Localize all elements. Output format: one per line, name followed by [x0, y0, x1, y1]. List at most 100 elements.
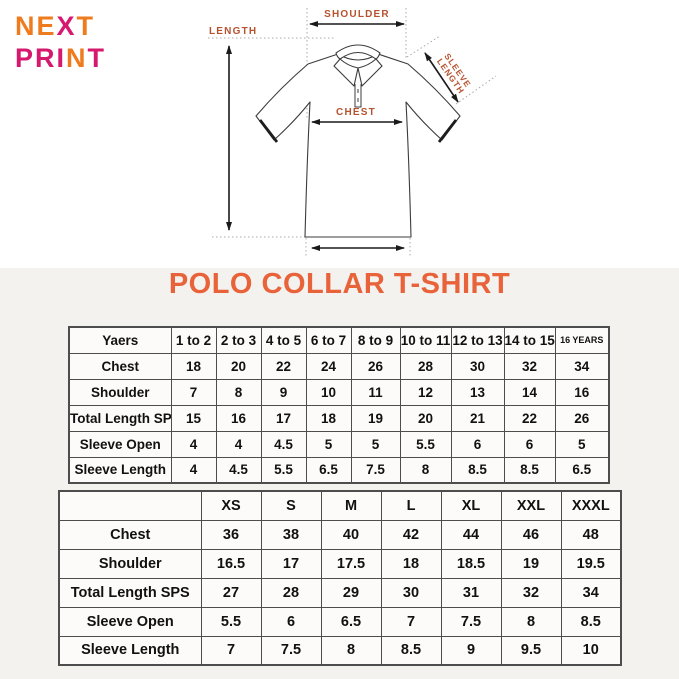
size-value: 8 — [399, 456, 452, 484]
polo-shirt-diagram: SHOULDER LENGTH CHEST SLEEVELENGTH — [208, 8, 497, 257]
logo-letter: E — [36, 11, 57, 41]
size-value: 4.5 — [260, 430, 307, 458]
column-header: XS — [200, 490, 262, 521]
size-value: 7.5 — [440, 606, 502, 637]
size-value: 6.5 — [305, 456, 352, 484]
right-cuff-stripe — [437, 119, 458, 143]
size-value: 6 — [450, 430, 505, 458]
row-label: Sleeve Open — [58, 606, 202, 637]
column-header: S — [260, 490, 322, 521]
size-value: 8 — [215, 378, 262, 406]
size-value: 28 — [399, 352, 452, 380]
left-cuff-stripe — [258, 119, 279, 143]
size-value: 19 — [500, 548, 562, 579]
size-value: 7 — [380, 606, 442, 637]
size-value: 8.5 — [380, 635, 442, 666]
logo-line-next: NEXT — [15, 10, 106, 42]
column-header: XXXL — [560, 490, 622, 521]
size-value: 4 — [170, 430, 217, 458]
collar-left-flap — [333, 58, 359, 87]
size-value: 36 — [200, 519, 262, 550]
size-value: 42 — [380, 519, 442, 550]
row-label: Shoulder — [58, 548, 202, 579]
row-label: Chest — [58, 519, 202, 550]
column-header: 8 to 9 — [350, 326, 401, 354]
size-value: 18 — [380, 548, 442, 579]
size-value: 20 — [215, 352, 262, 380]
table-row: Sleeve Length 7 7.5 8 8.5 9 9.5 10 — [58, 635, 622, 666]
column-header: 4 to 5 — [260, 326, 307, 354]
size-value: 5.5 — [399, 430, 452, 458]
size-value: 15 — [170, 404, 217, 432]
size-value: 5 — [554, 430, 610, 458]
placket — [354, 84, 362, 108]
table-row: Shoulder 16.5 17 17.5 18 18.5 19 19.5 — [58, 548, 622, 579]
size-value: 9 — [440, 635, 502, 666]
size-value: 16 — [554, 378, 610, 406]
row-label: Sleeve Length — [58, 635, 202, 666]
row-label: Total Length SPS — [68, 404, 172, 432]
table-row: Shoulder 7 8 9 10 11 12 13 14 16 — [68, 378, 610, 406]
logo-letter: X — [56, 11, 77, 41]
row-label: Sleeve Open — [68, 430, 172, 458]
column-header: 12 to 13 — [450, 326, 505, 354]
column-header: 1 to 2 — [170, 326, 217, 354]
size-value: 18 — [170, 352, 217, 380]
size-value: 4 — [170, 456, 217, 484]
size-value: 40 — [320, 519, 382, 550]
column-header: 6 to 7 — [305, 326, 352, 354]
size-value: 30 — [450, 352, 505, 380]
size-value: 18 — [305, 404, 352, 432]
size-value: 21 — [450, 404, 505, 432]
row-label: Sleeve Length — [68, 456, 172, 484]
column-header: Yaers — [68, 326, 172, 354]
column-header: 16 YEARS — [554, 326, 610, 354]
adult-size-table: XS S M L XL XXL XXXL Chest 36 38 40 42 44 46 48 Shoulde… — [58, 490, 622, 666]
size-value: 8.5 — [450, 456, 505, 484]
size-value: 26 — [554, 404, 610, 432]
row-label: Shoulder — [68, 378, 172, 406]
chest-label: CHEST — [336, 107, 376, 118]
size-value: 24 — [305, 352, 352, 380]
logo-letter: N — [15, 11, 37, 41]
size-value: 5.5 — [260, 456, 307, 484]
column-header: XXL — [500, 490, 562, 521]
size-value: 6 — [260, 606, 322, 637]
size-value: 8.5 — [503, 456, 556, 484]
column-header: L — [380, 490, 442, 521]
size-value: 18.5 — [440, 548, 502, 579]
column-header: 2 to 3 — [215, 326, 262, 354]
size-value: 7 — [170, 378, 217, 406]
shoulder-label: SHOULDER — [324, 9, 390, 20]
size-value: 8 — [500, 606, 562, 637]
size-value: 10 — [305, 378, 352, 406]
size-value: 31 — [440, 577, 502, 608]
size-value: 12 — [399, 378, 452, 406]
size-value: 32 — [503, 352, 556, 380]
size-value: 6.5 — [320, 606, 382, 637]
size-value: 28 — [260, 577, 322, 608]
logo-letter: I — [56, 43, 67, 74]
sleeve-length-arrow — [424, 52, 459, 103]
size-value: 34 — [554, 352, 610, 380]
size-value: 30 — [380, 577, 442, 608]
size-value: 9 — [260, 378, 307, 406]
size-value: 7.5 — [260, 635, 322, 666]
table-row: Sleeve Open 5.5 6 6.5 7 7.5 8 8.5 — [58, 606, 622, 637]
table-row: Sleeve Length 4 4.5 5.5 6.5 7.5 8 8.5 8.5 6.5 — [68, 456, 610, 484]
table-row: Sleeve Open 4 4 4.5 5 5 5.5 6 6 5 — [68, 430, 610, 458]
size-value: 14 — [503, 378, 556, 406]
size-value: 5 — [305, 430, 352, 458]
sleeve-top-guide — [406, 35, 441, 58]
table-row: Total Length SPS 15 16 17 18 19 20 21 22 26 — [68, 404, 610, 432]
size-value: 22 — [503, 404, 556, 432]
logo-letter: T — [87, 43, 107, 74]
size-value: 13 — [450, 378, 505, 406]
size-value: 7 — [200, 635, 262, 666]
header-row: XS S M L XL XXL XXXL — [58, 490, 622, 521]
size-value: 17 — [260, 404, 307, 432]
logo-line-print: PRINT — [15, 42, 106, 74]
size-value: 38 — [260, 519, 322, 550]
logo-letter: R — [35, 43, 57, 74]
